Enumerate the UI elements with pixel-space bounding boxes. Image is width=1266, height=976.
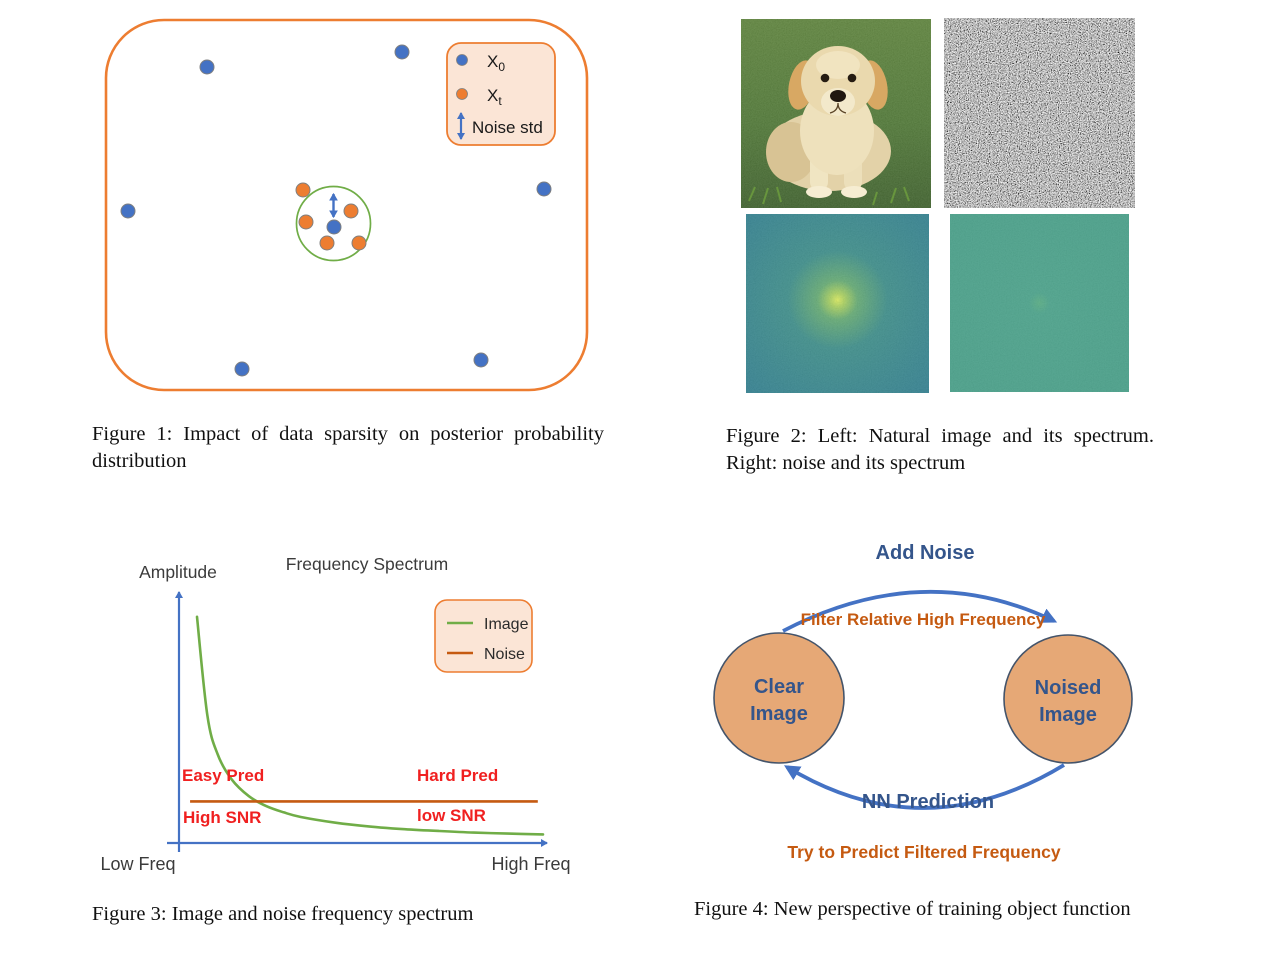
noise-std-legend-label: Noise std <box>472 118 543 137</box>
image-series-curve <box>195 615 545 836</box>
xt-legend-label: Xt <box>487 86 502 108</box>
figure1-legend: X0 Xt Noise std <box>446 42 556 146</box>
nn-prediction-arrow <box>784 763 1065 810</box>
predict-filtered-frequency-label: Try to Predict Filtered Frequency <box>787 842 1061 862</box>
xt-sub: t <box>498 94 502 108</box>
nn-prediction-label: NN Prediction <box>862 791 994 813</box>
image-legend-label: Image <box>484 616 529 633</box>
noise-spectrum-panel <box>950 214 1129 392</box>
annotation-low-snr: low SNR <box>417 806 486 825</box>
xt-point <box>295 182 311 198</box>
figure4-diagram: Add Noise Filter Relative High Frequency… <box>713 542 1133 862</box>
x0-point <box>234 361 250 377</box>
xt-point <box>351 235 367 251</box>
xt-main: X <box>487 86 498 105</box>
x0-point <box>536 181 552 197</box>
noise-spectrum-grain <box>950 214 1129 392</box>
figure3-legend: Image Noise <box>434 599 533 673</box>
chart-title: Frequency Spectrum <box>286 554 448 574</box>
add-noise-label: Add Noise <box>876 542 975 564</box>
annotation-high-snr: High SNR <box>183 808 261 827</box>
noise-legend-label: Noise <box>484 646 525 663</box>
y-axis-label: Amplitude <box>139 562 217 582</box>
noised-image-label-line1: Noised <box>1035 677 1102 699</box>
image-spectrum-grain <box>746 214 929 393</box>
x-axis-label-high: High Freq <box>491 854 570 874</box>
figure4-caption: Figure 4: New perspective of training ob… <box>694 898 1131 920</box>
figure3-chart: Frequency Spectrum Amplitude Easy Pred H… <box>100 554 570 874</box>
clear-image-node <box>713 632 845 764</box>
x0-sub: 0 <box>498 60 505 74</box>
figure3-caption: Figure 3: Image and noise frequency spec… <box>92 903 474 925</box>
dog-illustration <box>748 46 910 206</box>
xt-point <box>298 214 314 230</box>
x-axis-label-low: Low Freq <box>100 854 175 874</box>
x0-point <box>199 59 215 75</box>
noise-image-panel <box>944 18 1135 208</box>
xt-point <box>319 235 335 251</box>
image-spectrum-panel <box>746 214 929 393</box>
xt-legend-dot-icon <box>456 88 468 100</box>
noised-image-label-line2: Image <box>1039 704 1097 726</box>
figure1-diagram: X0 Xt Noise std <box>104 18 589 392</box>
legend-box <box>446 42 556 146</box>
scatter-points <box>120 44 552 377</box>
x0-point <box>394 44 410 60</box>
filter-high-frequency-label: Filter Relative High Frequency <box>801 610 1046 629</box>
x0-main: X <box>487 52 498 71</box>
noised-image-node <box>1003 634 1133 764</box>
gaussian-noise-texture <box>944 18 1135 208</box>
x0-point <box>120 203 136 219</box>
x0-legend-dot-icon <box>456 54 468 66</box>
x0-center-point <box>326 219 342 235</box>
add-noise-arrow <box>782 589 1058 633</box>
x0-point <box>473 352 489 368</box>
xt-point <box>343 203 359 219</box>
posterior-region-circle <box>295 185 372 262</box>
annotation-easy-pred: Easy Pred <box>182 766 264 785</box>
clear-image-label-line2: Image <box>750 703 808 725</box>
clear-image-label-line1: Clear <box>754 676 804 698</box>
figure2-caption: Figure 2: Left: Natural image and its sp… <box>726 425 1154 475</box>
natural-image-panel <box>741 19 931 208</box>
figure1-caption: Figure 1: Impact of data sparsity on pos… <box>92 423 604 473</box>
x0-legend-label: X0 <box>487 52 505 74</box>
annotation-hard-pred: Hard Pred <box>417 766 498 785</box>
